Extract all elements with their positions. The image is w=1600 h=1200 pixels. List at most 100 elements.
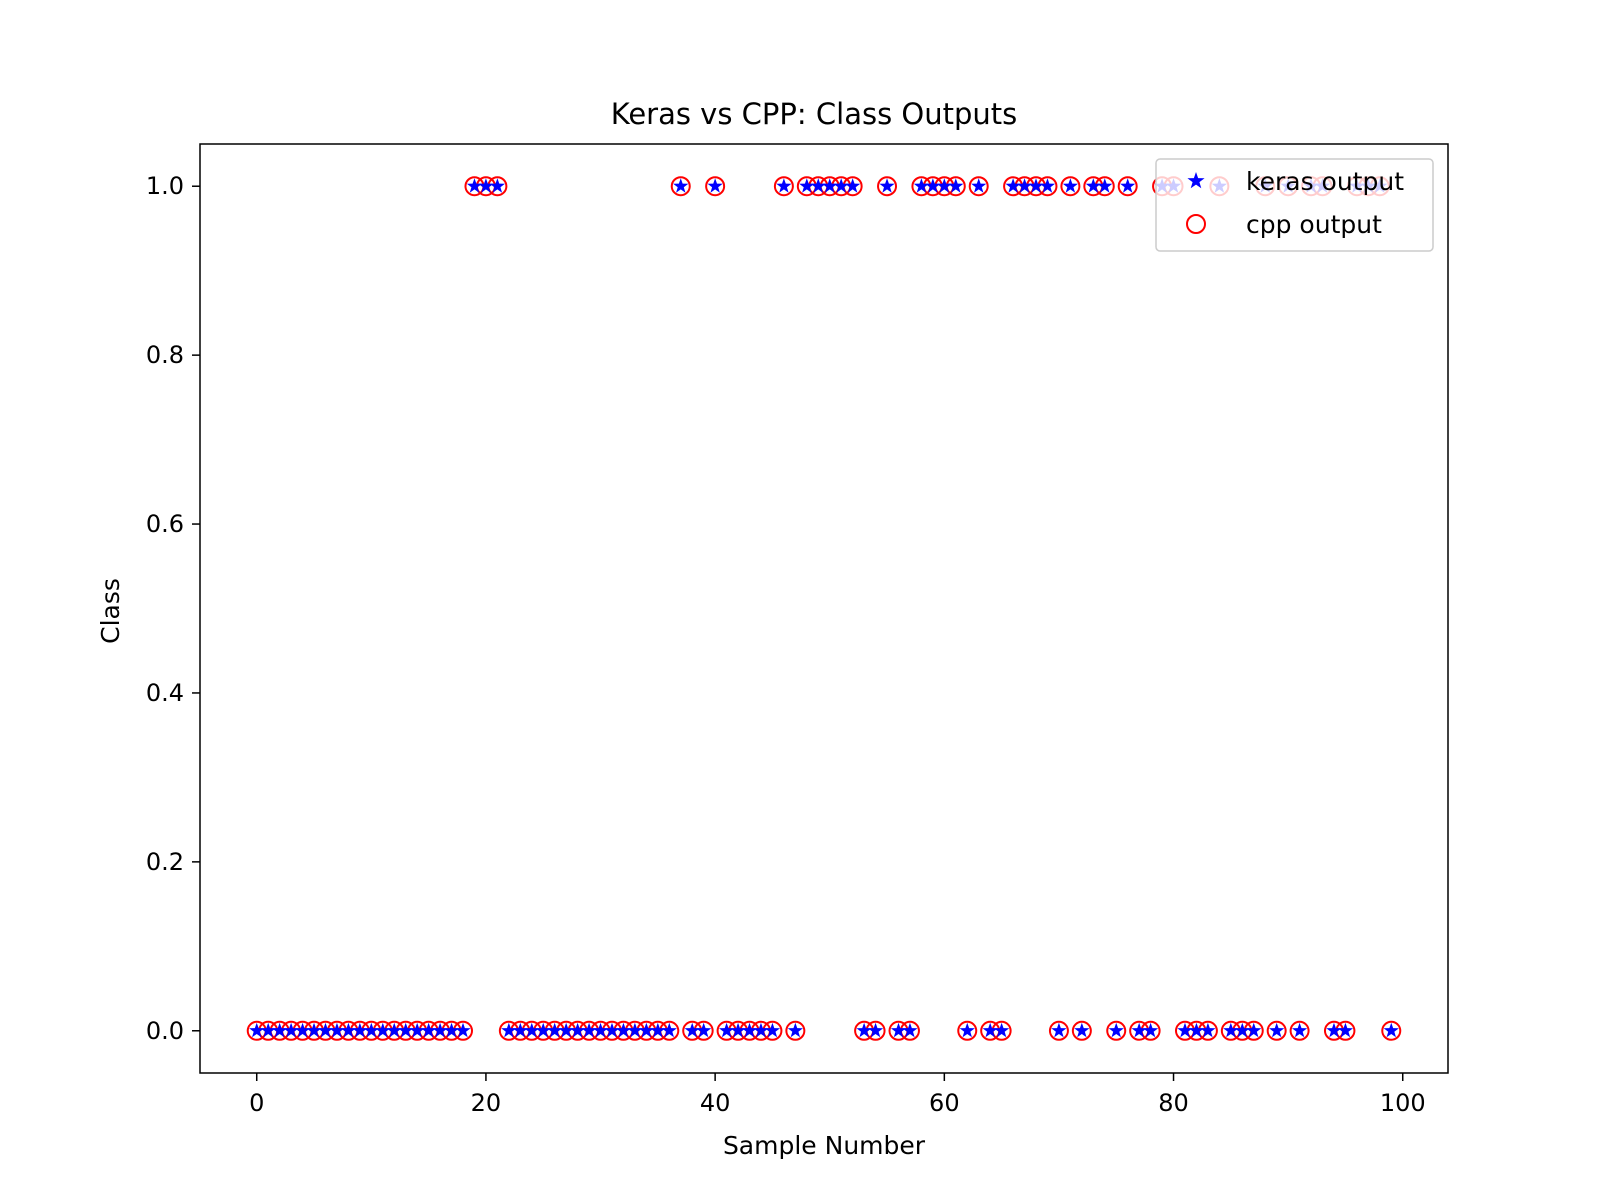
cpp-output-point: [957, 1020, 978, 1041]
y-tick-label: 0.2: [146, 848, 184, 876]
y-tick-label: 0.6: [146, 510, 184, 538]
keras-output-point: [707, 178, 723, 193]
y-axis: 0.0 0.2 0.4 0.6 0.8 1.0: [146, 172, 200, 1045]
x-tick-label: 60: [929, 1089, 960, 1117]
keras-output-point: [501, 1022, 517, 1038]
keras-output-point: [1108, 1022, 1124, 1038]
keras-output-point: [925, 178, 941, 193]
keras-output-point: [604, 1022, 620, 1038]
keras-output-point: [627, 1022, 643, 1038]
keras-output-point: [1120, 178, 1136, 193]
keras-output-point: [466, 178, 483, 193]
y-tick-label: 0.8: [146, 341, 184, 369]
cpp-output-point: [785, 1020, 806, 1041]
keras-output-point: [879, 178, 895, 193]
keras-output-point: [856, 1022, 872, 1038]
keras-output-point: [1269, 1022, 1285, 1038]
keras-output-point: [1326, 1022, 1342, 1038]
keras-output-point: [260, 1022, 276, 1038]
keras-output-point: [432, 1022, 448, 1038]
x-tick-label: 100: [1380, 1089, 1426, 1117]
keras-output-point: [890, 1022, 907, 1038]
keras-output-point: [615, 1022, 632, 1038]
y-axis-label: Class: [96, 578, 125, 644]
keras-output-point: [294, 1022, 311, 1038]
keras-output-point: [959, 1022, 975, 1038]
legend-box: [1155, 158, 1434, 252]
cpp-output-point: [1289, 1020, 1310, 1041]
keras-output-point: [1337, 1022, 1354, 1038]
keras-output-point: [810, 178, 826, 193]
keras-output-point: [799, 178, 815, 193]
keras-output-point: [1131, 1022, 1147, 1038]
keras-output-point: [1177, 1022, 1193, 1038]
keras-output-point: [1188, 1022, 1205, 1038]
keras-output-point: [1016, 178, 1033, 193]
keras-output-point: [936, 178, 952, 193]
keras-output-point: [478, 178, 494, 193]
keras-output-point: [1051, 1022, 1067, 1038]
keras-output-point: [661, 1022, 677, 1038]
keras-output-point: [776, 178, 792, 193]
keras-output-point: [982, 1022, 998, 1038]
cpp-output-point: [968, 176, 989, 197]
cpp-output-point: [1117, 176, 1138, 197]
keras-output-point: [570, 1022, 586, 1038]
keras-output-point: [1039, 178, 1056, 193]
keras-output-point: [1062, 178, 1078, 193]
keras-output-point: [421, 1022, 437, 1038]
legend: keras output cpp output: [1155, 158, 1434, 252]
keras-output-point: [1005, 178, 1021, 193]
keras-output-point: [1143, 1022, 1159, 1038]
legend-cpp-label: cpp output: [1246, 210, 1382, 239]
keras-output-point: [833, 178, 849, 193]
markers-layer: [246, 176, 1402, 1041]
cpp-output-point: [1071, 1020, 1092, 1041]
keras-output-point: [455, 1022, 471, 1038]
keras-output-point: [718, 1022, 735, 1038]
keras-output-point: [1074, 1022, 1090, 1038]
cpp-output-point: [1381, 1020, 1402, 1041]
keras-output-point: [306, 1022, 322, 1038]
legend-keras-label: keras output: [1246, 167, 1404, 196]
keras-output-point: [340, 1022, 357, 1038]
keras-output-point: [1223, 1022, 1239, 1038]
keras-output-point: [535, 1022, 551, 1038]
keras-output-point: [764, 1022, 781, 1038]
keras-output-point: [512, 1022, 528, 1038]
cpp-output-point: [877, 176, 898, 197]
plot-area: [199, 143, 1449, 1074]
keras-output-point: [1246, 1022, 1262, 1038]
x-tick-label: 80: [1158, 1089, 1189, 1117]
keras-output-point: [741, 1022, 758, 1038]
x-tick-label: 0: [249, 1089, 264, 1117]
cpp-output-point: [670, 176, 691, 197]
keras-output-point: [902, 1022, 918, 1038]
cpp-output-point: [1266, 1020, 1287, 1041]
keras-output-point: [845, 178, 861, 193]
keras-output-point: [283, 1022, 299, 1038]
x-axis-label: Sample Number: [723, 1131, 926, 1160]
keras-output-point: [1383, 1022, 1399, 1038]
y-tick-label: 1.0: [146, 172, 184, 200]
cpp-output-point: [1060, 176, 1081, 197]
keras-output-point: [684, 1022, 700, 1038]
keras-output-point: [409, 1022, 425, 1038]
keras-output-point: [317, 1022, 334, 1038]
keras-output-point: [1234, 1022, 1250, 1038]
keras-output-point: [547, 1022, 563, 1038]
x-tick-label: 40: [700, 1089, 731, 1117]
keras-output-point: [581, 1022, 597, 1038]
keras-output-point: [787, 1022, 803, 1038]
keras-output-point: [489, 178, 505, 193]
cpp-output-point: [1106, 1020, 1127, 1041]
keras-output-point: [272, 1022, 288, 1038]
keras-output-point: [386, 1022, 402, 1038]
keras-output-point: [696, 1022, 712, 1038]
keras-output-point: [753, 1022, 769, 1038]
x-tick-label: 20: [471, 1089, 502, 1117]
keras-output-point: [994, 1022, 1010, 1038]
keras-output-point: [1085, 178, 1101, 193]
keras-output-point: [913, 178, 930, 193]
